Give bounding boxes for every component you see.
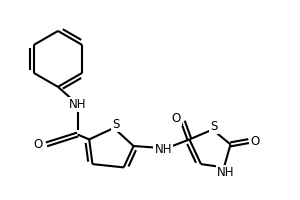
Text: S: S	[112, 118, 119, 131]
Text: O: O	[250, 135, 260, 148]
Text: NH: NH	[217, 166, 234, 179]
Text: O: O	[172, 112, 181, 125]
Text: S: S	[210, 120, 218, 133]
Text: O: O	[34, 138, 43, 151]
Text: NH: NH	[69, 98, 86, 111]
Text: NH: NH	[154, 143, 172, 156]
